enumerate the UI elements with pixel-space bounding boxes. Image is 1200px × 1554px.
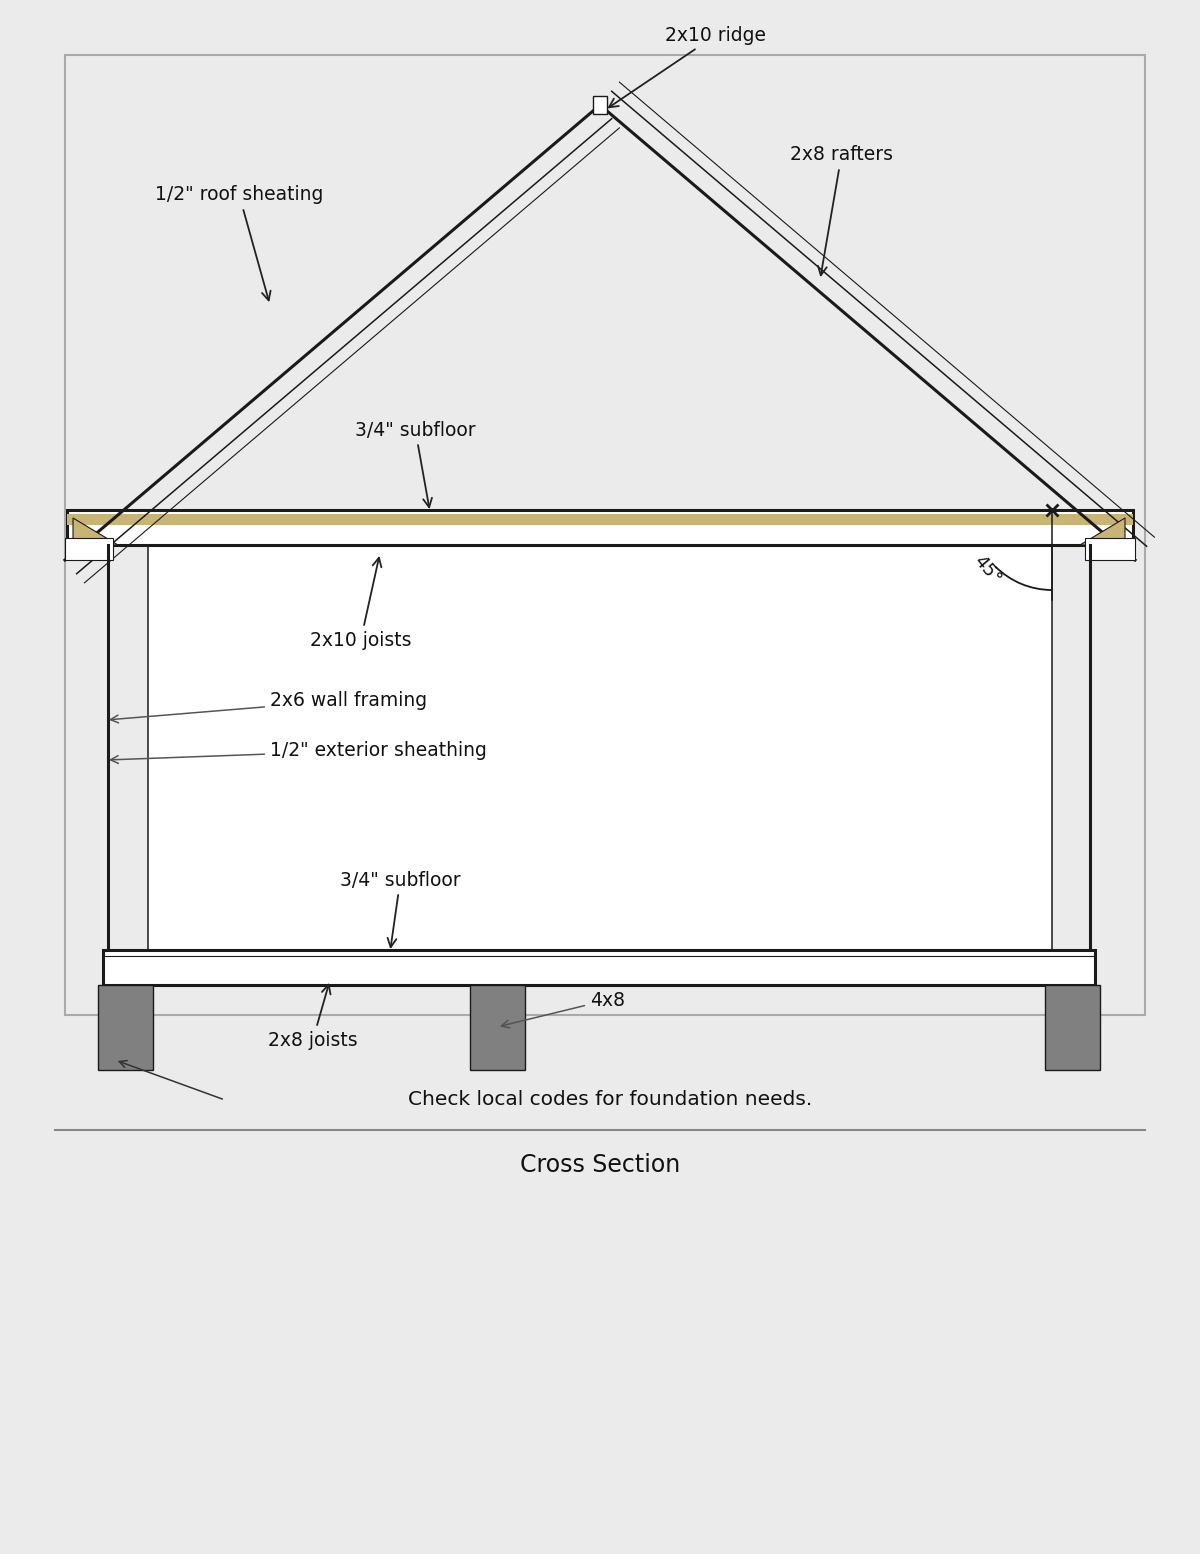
Text: 1/2" roof sheating: 1/2" roof sheating [155, 185, 323, 300]
Text: 2x8 rafters: 2x8 rafters [790, 146, 893, 275]
Polygon shape [1080, 517, 1126, 545]
Text: 2x6 wall framing: 2x6 wall framing [110, 690, 427, 723]
Text: Check local codes for foundation needs.: Check local codes for foundation needs. [408, 1089, 812, 1110]
Text: 2x8 joists: 2x8 joists [268, 985, 358, 1049]
Bar [65, 54, 1145, 1015]
Text: 1/2" exterior sheathing: 1/2" exterior sheathing [110, 741, 487, 763]
Text: 3/4" subfloor: 3/4" subfloor [340, 870, 461, 948]
Bar [103, 949, 1096, 985]
Text: 3/4" subfloor: 3/4" subfloor [355, 421, 475, 507]
Text: 45°: 45° [970, 552, 1004, 587]
Bar [98, 985, 154, 1071]
Bar [470, 985, 526, 1071]
Bar [593, 96, 607, 113]
Bar [65, 538, 113, 559]
Text: 2x10 joists: 2x10 joists [310, 558, 412, 650]
Bar [1085, 538, 1135, 559]
Text: 4x8: 4x8 [502, 990, 625, 1027]
Text: 2x10 ridge: 2x10 ridge [608, 26, 766, 107]
Text: Cross Section: Cross Section [520, 1153, 680, 1176]
Bar [148, 545, 1052, 949]
Polygon shape [73, 517, 118, 545]
Bar [1045, 985, 1100, 1071]
Bar [67, 510, 1133, 545]
Bar [67, 514, 1133, 525]
